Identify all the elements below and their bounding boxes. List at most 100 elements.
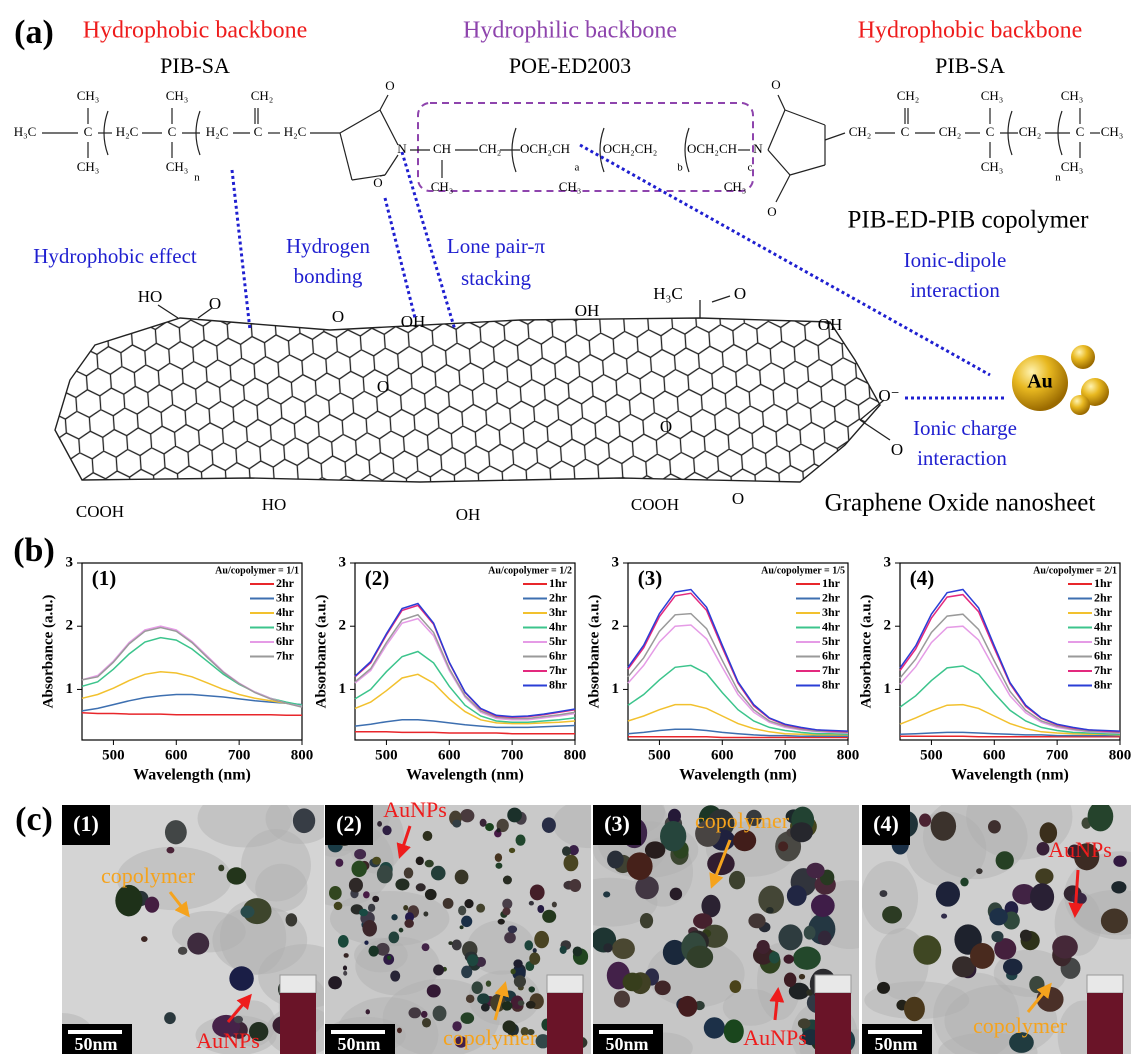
- tem-image: (3)50nmcopolymerAuNPs: [562, 789, 905, 1054]
- nanoparticle: [607, 851, 624, 869]
- y-tick-label: 3: [66, 554, 74, 570]
- nanoparticle: [778, 924, 802, 950]
- formula-fragment: CH₃: [166, 159, 189, 174]
- legend-label: 2hr: [276, 576, 295, 590]
- nanoparticle: [704, 1017, 725, 1038]
- nanoparticle: [476, 904, 485, 913]
- legend-title: Au/copolymer = 1/2: [488, 565, 572, 576]
- nanoparticle: [481, 1003, 490, 1011]
- nanoparticle: [537, 905, 544, 913]
- interaction-label: Ionic charge: [913, 416, 1017, 440]
- x-axis-label: Wavelength (nm): [133, 767, 251, 784]
- y-tick-label: 1: [339, 681, 347, 697]
- image-label: (2): [336, 811, 362, 836]
- formula-fragment: O: [767, 204, 776, 219]
- x-tick-label: 600: [983, 747, 1006, 763]
- nanoparticle: [372, 896, 379, 902]
- bond: [778, 95, 785, 110]
- nanoparticle: [366, 1009, 370, 1014]
- nanoparticle: [542, 817, 556, 833]
- nanoparticle: [433, 965, 444, 976]
- nanoparticle: [423, 831, 433, 841]
- nanoparticle: [784, 954, 794, 963]
- interaction-label: Lone pair-π: [447, 234, 546, 258]
- chart: 500600700800123Wavelength (nm)Absorbance…: [313, 554, 586, 783]
- nanoparticle: [240, 906, 254, 918]
- nanoparticle: [514, 975, 526, 987]
- interaction-link: [232, 170, 250, 330]
- nanoparticle: [496, 828, 500, 832]
- panel-label: (a): [14, 14, 54, 51]
- formula-fragment: CH₃: [981, 159, 1004, 174]
- nanoparticle: [164, 1012, 176, 1024]
- nanoparticle: [1111, 881, 1126, 893]
- functional-group: O: [377, 377, 389, 396]
- legend-label: 2hr: [1094, 590, 1113, 604]
- nanoparticle: [645, 841, 665, 858]
- x-axis-label: Wavelength (nm): [951, 767, 1069, 784]
- formula-fragment: n: [194, 172, 200, 184]
- nanoparticle: [343, 971, 347, 976]
- x-tick-label: 500: [102, 747, 125, 763]
- nanoparticle: [511, 969, 516, 975]
- scale-label: 50nm: [337, 1034, 380, 1054]
- formula-fragment: N: [753, 141, 763, 156]
- formula-fragment: O: [385, 78, 394, 93]
- nanoparticle: [460, 809, 474, 822]
- nanoparticle: [936, 882, 960, 907]
- functional-group: O: [732, 489, 744, 508]
- nanoparticle: [404, 919, 414, 928]
- vial-cap: [280, 975, 316, 993]
- au-small: [1071, 345, 1095, 369]
- panel-label: (b): [13, 532, 55, 569]
- nanoparticle: [508, 925, 517, 933]
- nanoparticle: [1052, 935, 1078, 958]
- nanoparticle: [399, 928, 404, 933]
- nanoparticle: [390, 971, 400, 982]
- legend-label: 8hr: [822, 677, 841, 691]
- nanoparticle: [879, 890, 887, 897]
- formula-fragment: H₂C: [284, 124, 307, 139]
- formula-fragment: C: [254, 124, 263, 139]
- interaction-label: Ionic-dipole: [904, 248, 1007, 272]
- annotation-label: AuNPs: [383, 797, 447, 822]
- legend-label: 1hr: [549, 576, 568, 590]
- formula-fragment: CH₂: [897, 88, 920, 103]
- formula-fragment: CH₃: [1061, 88, 1084, 103]
- formula-fragment: H₃C: [14, 124, 37, 139]
- interaction-label: bonding: [294, 264, 363, 288]
- legend-label: 1hr: [1094, 576, 1113, 590]
- interaction-label: Hydrogen: [286, 234, 370, 258]
- nanoparticle: [115, 885, 142, 916]
- copolymer-haze: [861, 861, 918, 934]
- nanoparticle: [818, 931, 832, 946]
- nanoparticle: [477, 993, 490, 1004]
- x-tick-label: 600: [165, 747, 188, 763]
- nanoparticle: [467, 954, 478, 966]
- chart: 500600700800123Wavelength (nm)Absorbance…: [586, 554, 859, 783]
- nanoparticle: [516, 835, 526, 846]
- nanoparticle: [507, 808, 522, 823]
- nanoparticle: [640, 913, 653, 928]
- legend-title: Au/copolymer = 1/1: [215, 565, 299, 576]
- formula-fragment: C: [84, 124, 93, 139]
- formula-fragment: C: [168, 124, 177, 139]
- nanoparticle: [458, 906, 466, 916]
- legend-label: 4hr: [822, 619, 841, 633]
- chart-label: (3): [638, 566, 663, 590]
- image-label: (1): [73, 811, 99, 836]
- formula-fragment: CH₂: [849, 124, 872, 139]
- nanoparticle: [533, 948, 537, 953]
- x-tick-label: 500: [375, 747, 398, 763]
- nanoparticle: [806, 863, 824, 879]
- nanoparticle: [678, 996, 697, 1017]
- x-tick-label: 500: [920, 747, 943, 763]
- interaction-label: interaction: [910, 278, 1000, 302]
- nanoparticle: [286, 913, 298, 926]
- formula-fragment: CH₂: [251, 88, 274, 103]
- panel-b: 500600700800123Wavelength (nm)Absorbance…: [40, 554, 1131, 783]
- y-axis-label: Absorbance (a.u.): [586, 595, 602, 709]
- nanoparticle: [495, 863, 502, 869]
- legend-label: 5hr: [276, 619, 295, 633]
- annotation-label: copolymer: [101, 863, 196, 888]
